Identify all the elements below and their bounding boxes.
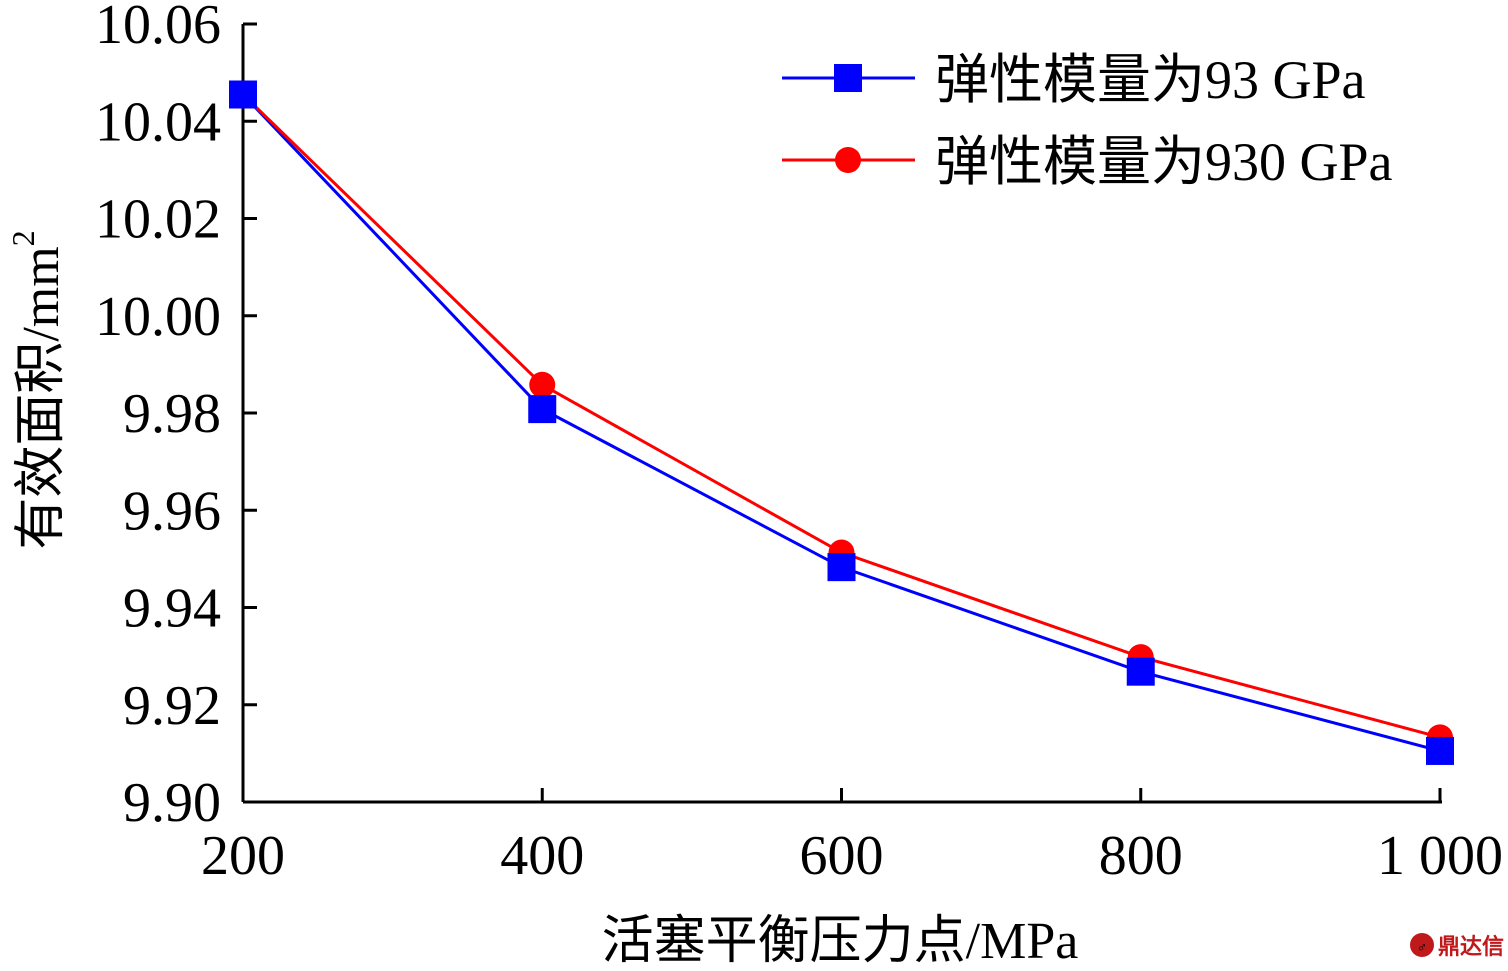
series-line: [241, 93, 1441, 753]
y-tick-label: 9.96: [123, 480, 221, 542]
x-axis-title: 活塞平衡压力点/MPa: [602, 913, 1079, 970]
legend-marker-square: [834, 64, 862, 92]
data-point-square: [1426, 736, 1454, 765]
series-layer: [229, 80, 1454, 765]
logo-icon: [1410, 933, 1434, 957]
x-tick-label: 400: [500, 825, 584, 887]
y-axis-title: 有效面积/mm2: [5, 230, 70, 549]
logo-icon-glyph: ♂: [1417, 941, 1428, 956]
x-tick-label: 600: [800, 825, 884, 887]
y-tick-label: 10.06: [95, 0, 221, 56]
axis-titles: 活塞平衡压力点/MPa 有效面积/mm2: [5, 230, 1078, 970]
x-tick-label: 1 000: [1377, 825, 1503, 887]
legend: 弹性模量为93 GPa 弹性模量为930 GPa: [782, 50, 1393, 192]
y-axis-title-text: 有效面积/mm: [13, 246, 70, 549]
y-tick-label: 9.98: [123, 383, 221, 445]
axes: 9.90 9.92 9.94 9.96 9.98 10.00 10.02 10.04 10.06…: [95, 0, 1503, 887]
legend-label: 弹性模量为930 GPa: [935, 132, 1393, 192]
legend-item-1: 弹性模量为93 GPa: [782, 50, 1366, 110]
y-axis-title-superscript: 2: [5, 230, 41, 246]
x-tick-label: 200: [201, 825, 285, 887]
series-1-markers: [229, 80, 1454, 765]
data-point-square: [528, 395, 557, 424]
legend-label: 弹性模量为93 GPa: [935, 50, 1366, 110]
y-tick-label: 9.90: [123, 772, 221, 834]
data-point-square: [229, 80, 257, 109]
legend-marker-circle: [835, 147, 861, 173]
series-1: [241, 93, 1441, 753]
x-tick-label: 800: [1099, 825, 1183, 887]
data-point-circle: [529, 371, 556, 398]
watermark: ♂ 鼎达信: [1410, 933, 1504, 960]
watermark-text: 鼎达信: [1438, 934, 1504, 960]
data-point-square: [1126, 657, 1155, 686]
y-tick-label: 10.02: [95, 189, 221, 251]
y-tick-label: 10.00: [95, 286, 221, 348]
y-tick-label: 9.92: [123, 675, 221, 737]
legend-item-2: 弹性模量为930 GPa: [782, 132, 1393, 192]
y-tick-label: 9.94: [123, 578, 221, 640]
data-point-square: [827, 553, 856, 582]
y-tick-label: 10.04: [95, 91, 221, 153]
